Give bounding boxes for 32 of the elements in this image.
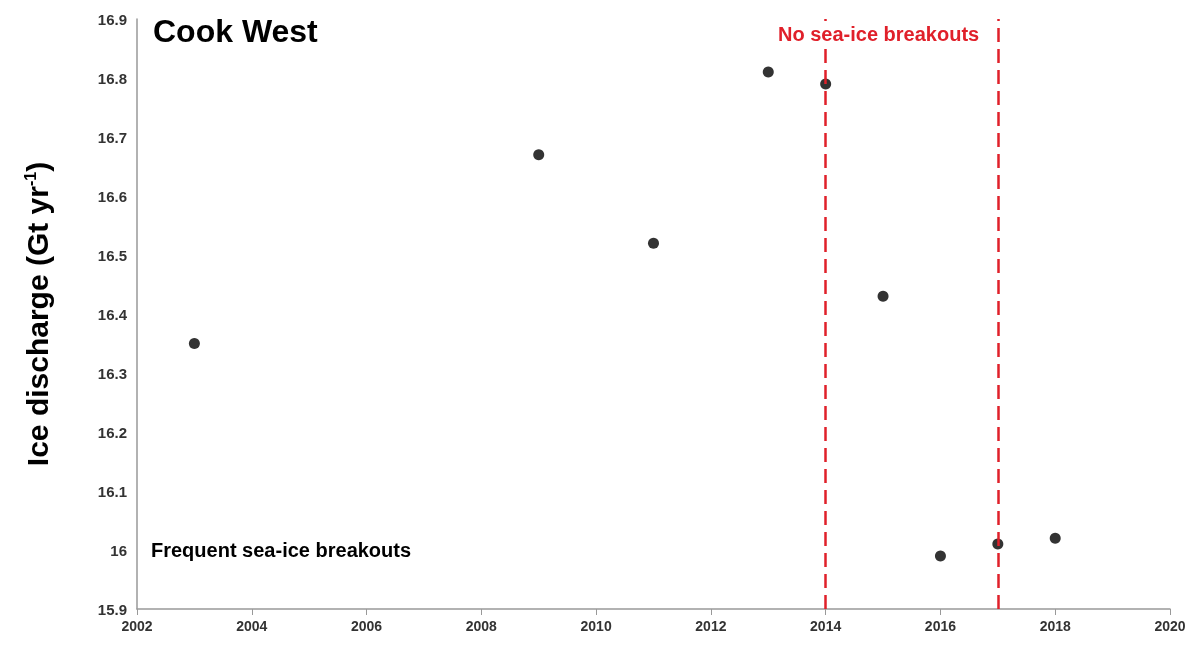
y-tick-label: 16.4 [97,305,128,323]
y-tick-label: 16.2 [97,423,127,441]
x-tick-label: 2020 [1154,618,1186,634]
y-tick-label: 16.6 [97,187,127,205]
point [188,338,200,349]
annotation: No sea-ice breakouts [778,23,980,45]
y-tick-label: 16.7 [97,128,127,146]
y-axis-title: Ice discharge (Gt yr-1) [20,161,54,467]
x-tick-label: 2010 [580,618,612,634]
y-tick-label: 16.1 [97,482,127,500]
annotation: Frequent sea-ice breakouts [151,539,412,561]
y-tick-label: 16.5 [97,246,127,264]
point [877,290,889,302]
y-tick-label: 16.8 [97,69,127,87]
x-tick-label: 2002 [121,618,153,634]
x-tick-label: 2006 [350,618,383,634]
x-tick-label: 2008 [465,618,498,634]
x-tick-label: 2012 [695,618,727,634]
x-tick-label: 2014 [810,618,842,634]
x-tick-label: 2004 [236,618,268,634]
chart-title: Cook West [153,13,319,49]
y-tick-label: 15.9 [97,600,127,618]
x-tick-label: 2018 [1039,618,1071,634]
y-tick-label: 16.9 [97,10,127,28]
point [648,237,659,249]
y-tick-label: 16.3 [97,364,127,382]
point [533,149,545,161]
y-tick-label: 16 [110,541,127,559]
point [934,550,946,562]
point [1049,532,1061,544]
x-tick-label: 2016 [924,618,957,634]
point [762,66,774,78]
